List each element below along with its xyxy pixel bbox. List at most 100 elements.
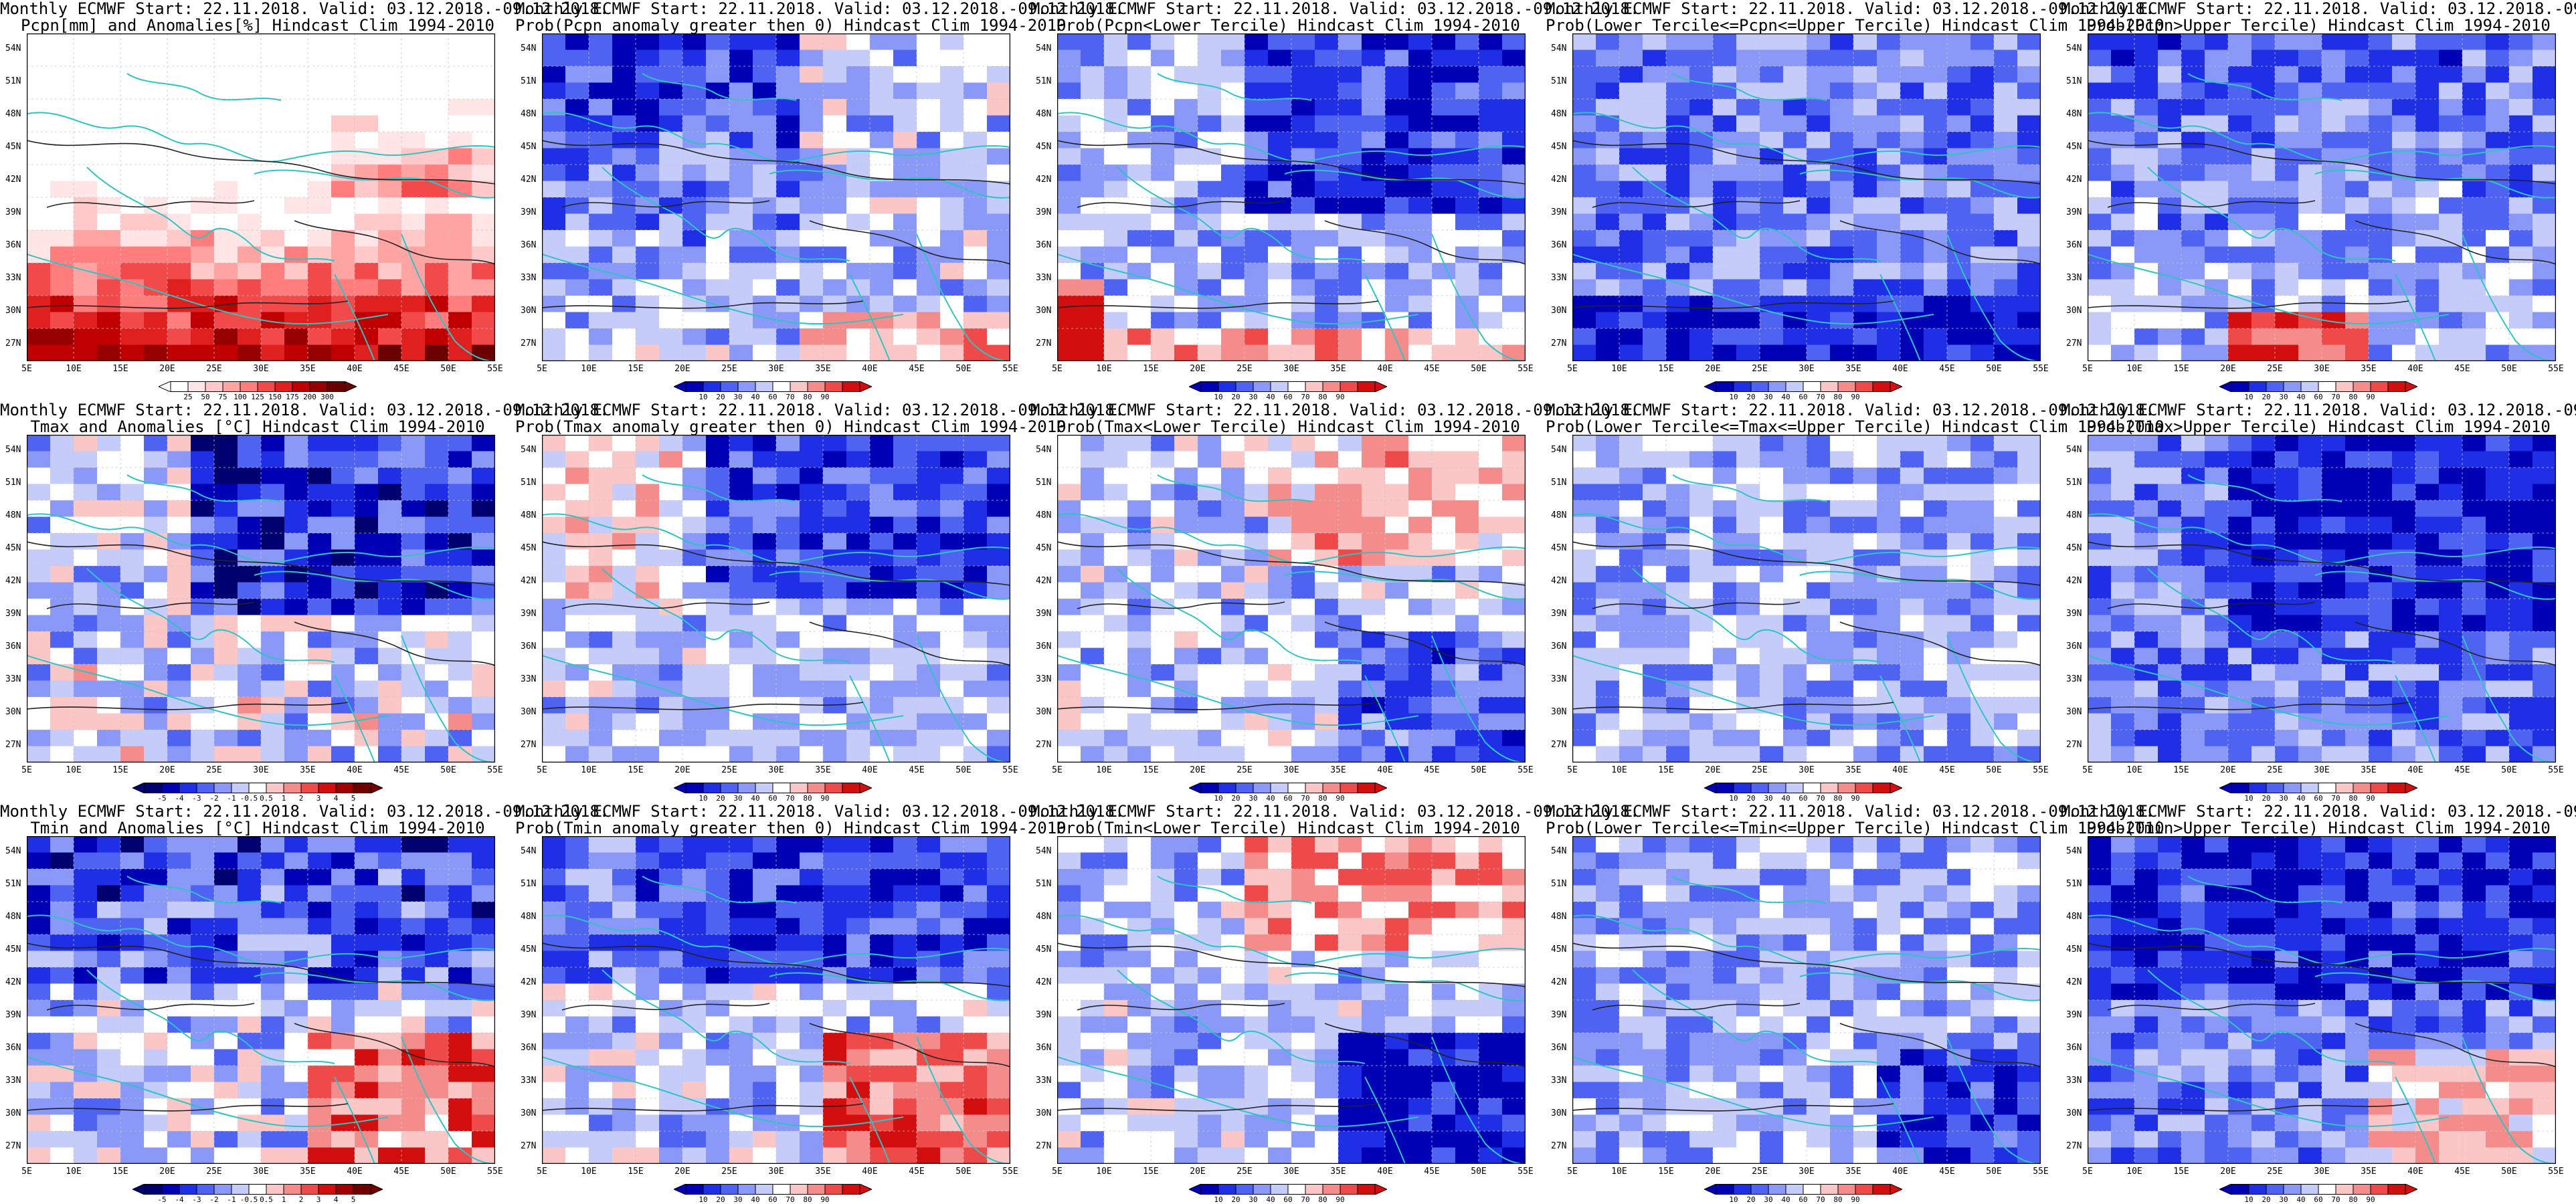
field-cell — [776, 82, 800, 100]
field-cell — [1970, 246, 1995, 264]
colorbar-segment — [1785, 783, 1804, 793]
field-cell — [2228, 746, 2252, 763]
field-cell — [2251, 99, 2276, 116]
field-cell — [2415, 582, 2440, 599]
field-cell — [800, 246, 824, 264]
field-cell — [542, 148, 566, 165]
field-cell — [1853, 647, 1877, 665]
field-cell — [1924, 230, 1948, 247]
field-cell — [238, 49, 262, 67]
field-cell — [1245, 279, 1269, 296]
lon-label: 15E — [1143, 765, 1159, 775]
field-cell — [2298, 549, 2322, 567]
field-cell — [448, 296, 472, 313]
field-cell — [542, 516, 566, 534]
field-cell — [120, 33, 145, 51]
field-cell — [1596, 328, 1620, 346]
field-cell — [472, 148, 495, 165]
field-cell — [893, 148, 917, 165]
field-cell — [120, 713, 145, 730]
field-cell — [284, 82, 308, 100]
field-cell — [729, 246, 753, 264]
field-cell — [191, 328, 215, 346]
colorbar-label: 4 — [333, 794, 339, 803]
field-cell — [1245, 516, 1269, 534]
field-cell — [2134, 730, 2158, 747]
field-cell — [1291, 680, 1315, 698]
field-cell — [682, 230, 707, 247]
field-cell — [472, 484, 495, 501]
field-cell — [1572, 484, 1596, 501]
field-cell — [1994, 312, 2018, 329]
field-cell — [472, 516, 495, 534]
field-cell — [870, 115, 894, 132]
field-cell — [284, 165, 308, 182]
field-cell — [636, 468, 660, 485]
field-cell — [589, 746, 613, 763]
field-cell — [1713, 468, 1737, 485]
field-cell — [1736, 664, 1760, 682]
field-cell — [120, 484, 145, 501]
field-cell — [682, 33, 707, 51]
field-cell — [425, 165, 449, 182]
field-cell — [448, 66, 472, 84]
field-cell — [2322, 49, 2346, 67]
lon-label: 45E — [1424, 765, 1440, 775]
field-cell — [2486, 33, 2510, 51]
field-cell — [2298, 746, 2322, 763]
field-cell — [1455, 451, 1479, 468]
field-cell — [2415, 296, 2440, 313]
field-cell — [2462, 615, 2486, 632]
field-cell — [167, 213, 191, 231]
colorbar-segment — [257, 381, 276, 392]
field-cell — [1408, 533, 1433, 550]
field-cell — [1432, 516, 1456, 534]
colorbar-label: 150 — [268, 393, 282, 401]
field-cell — [1877, 500, 1901, 518]
field-cell — [1198, 549, 1222, 567]
field-cell — [2228, 344, 2252, 361]
field-cell — [1104, 213, 1128, 231]
field-cell — [1924, 582, 1948, 599]
field-cell — [1315, 516, 1339, 534]
field-cell — [1853, 263, 1877, 280]
field-cell — [425, 615, 449, 632]
field-cell — [2134, 468, 2158, 485]
colorbar-min-arrow — [159, 381, 171, 392]
field-cell — [1994, 148, 2018, 165]
field-cell — [214, 516, 238, 534]
field-cell — [97, 697, 121, 714]
field-cell — [1245, 730, 1269, 747]
field-cell — [917, 213, 941, 231]
panel-subtitle: Prob(Pcpn<Lower Tercile) Hindcast Clim 1… — [1056, 16, 1520, 35]
field-cell — [1666, 631, 1690, 649]
field-cell — [1924, 82, 1948, 100]
field-cell — [472, 730, 495, 747]
field-cell — [2088, 263, 2112, 280]
field-cell — [800, 82, 824, 100]
field-cell — [1315, 66, 1339, 84]
field-cell — [50, 869, 74, 886]
field-cell — [1245, 33, 1269, 51]
field-cell — [2205, 746, 2229, 763]
colorbar-segment — [685, 381, 704, 392]
field-cell — [940, 115, 964, 132]
field-cell — [1104, 746, 1128, 763]
field-cell — [1994, 468, 2018, 485]
field-cell — [2533, 631, 2556, 649]
field-cell — [2392, 99, 2416, 116]
field-cell — [1900, 49, 1924, 67]
field-cell — [2158, 484, 2182, 501]
field-cell — [1081, 296, 1105, 313]
field-cell — [823, 148, 847, 165]
field-cell — [2298, 263, 2322, 280]
field-cell — [284, 713, 308, 730]
field-cell — [1783, 746, 1807, 763]
field-cell — [1900, 680, 1924, 698]
field-cell — [2533, 213, 2556, 231]
field-cell — [1924, 246, 1948, 264]
field-cell — [448, 664, 472, 682]
field-cell — [425, 66, 449, 84]
lat-label: 36N — [5, 641, 21, 651]
lat-label: 42N — [2066, 175, 2082, 185]
